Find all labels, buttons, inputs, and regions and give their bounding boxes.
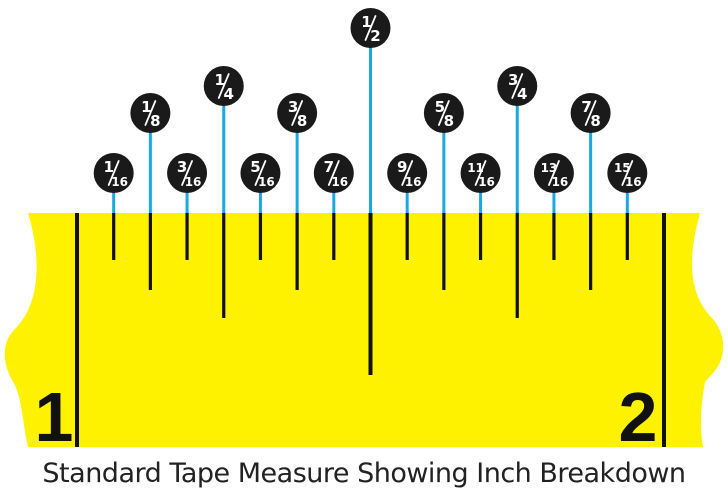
fraction-denominator: 16 — [405, 175, 422, 189]
fraction-denominator: 4 — [224, 85, 234, 103]
fraction-pointer: 716 — [313, 153, 354, 213]
fraction-pointer: 12 — [350, 8, 391, 213]
fraction-denominator: 8 — [150, 112, 160, 130]
fraction-denominator: 16 — [111, 175, 128, 189]
fraction-numerator: 1 — [361, 13, 371, 31]
fraction-slash — [181, 160, 193, 186]
fraction-denominator: 8 — [444, 112, 454, 130]
fraction-numerator: 5 — [435, 98, 445, 116]
fraction-pointer: 14 — [203, 66, 244, 213]
fraction-numerator: 1 — [103, 158, 113, 176]
fraction-pointer: 916 — [387, 153, 428, 213]
fraction-numerator: 1 — [141, 98, 151, 116]
tape-measure-diagram: 1161831614516387161291658111634131678151… — [4, 8, 724, 456]
fraction-numerator: 15 — [614, 161, 631, 175]
fraction-slash — [217, 73, 230, 99]
fraction-denominator: 2 — [370, 27, 380, 45]
fraction-numerator: 11 — [467, 161, 484, 175]
fraction-slash — [144, 100, 157, 126]
fraction-numerator: 3 — [508, 71, 518, 89]
fraction-denominator: 16 — [625, 175, 642, 189]
fraction-slash — [511, 73, 524, 99]
fraction-numerator: 3 — [177, 158, 187, 176]
fraction-numerator: 1 — [215, 71, 225, 89]
fraction-slash — [364, 15, 377, 41]
fraction-slash — [437, 100, 450, 126]
fraction-denominator: 16 — [552, 175, 569, 189]
fraction-denominator: 8 — [590, 112, 600, 130]
fraction-slash — [548, 160, 560, 186]
fraction-slash — [254, 160, 267, 186]
fraction-denominator: 8 — [297, 112, 307, 130]
fraction-slash — [401, 160, 414, 186]
fraction-numerator: 5 — [250, 158, 260, 176]
fraction-denominator: 4 — [517, 85, 527, 103]
fraction-pointer: 116 — [93, 153, 134, 213]
inch-label-2: 2 — [619, 378, 658, 456]
caption: Standard Tape Measure Showing Inch Break… — [42, 458, 686, 489]
fraction-pointer: 38 — [277, 93, 318, 213]
fraction-denominator: 16 — [331, 175, 348, 189]
fraction-numerator: 13 — [541, 161, 558, 175]
fraction-slash — [107, 160, 120, 186]
fraction-pointer: 34 — [497, 66, 538, 213]
fraction-numerator: 7 — [324, 158, 334, 176]
inch-label-1: 1 — [35, 378, 74, 456]
fraction-numerator: 9 — [397, 158, 407, 176]
fraction-pointer: 78 — [570, 93, 611, 213]
fraction-denominator: 16 — [478, 175, 495, 189]
fraction-slash — [474, 160, 487, 186]
fraction-numerator: 3 — [288, 98, 298, 116]
fraction-denominator: 16 — [258, 175, 275, 189]
tick-marks — [75, 213, 666, 447]
tape-body — [4, 213, 724, 447]
fraction-denominator: 16 — [185, 175, 202, 189]
fraction-pointer: 18 — [130, 93, 171, 213]
fraction-slash — [584, 100, 597, 126]
fraction-numerator: 7 — [581, 98, 591, 116]
fraction-pointers: 1161831614516387161291658111634131678151… — [93, 8, 648, 213]
fraction-pointer: 58 — [423, 93, 464, 213]
fraction-slash — [621, 160, 634, 186]
fraction-pointer: 516 — [240, 153, 281, 213]
fraction-slash — [291, 100, 304, 126]
fraction-pointer: 316 — [167, 153, 208, 213]
fraction-slash — [327, 160, 340, 186]
